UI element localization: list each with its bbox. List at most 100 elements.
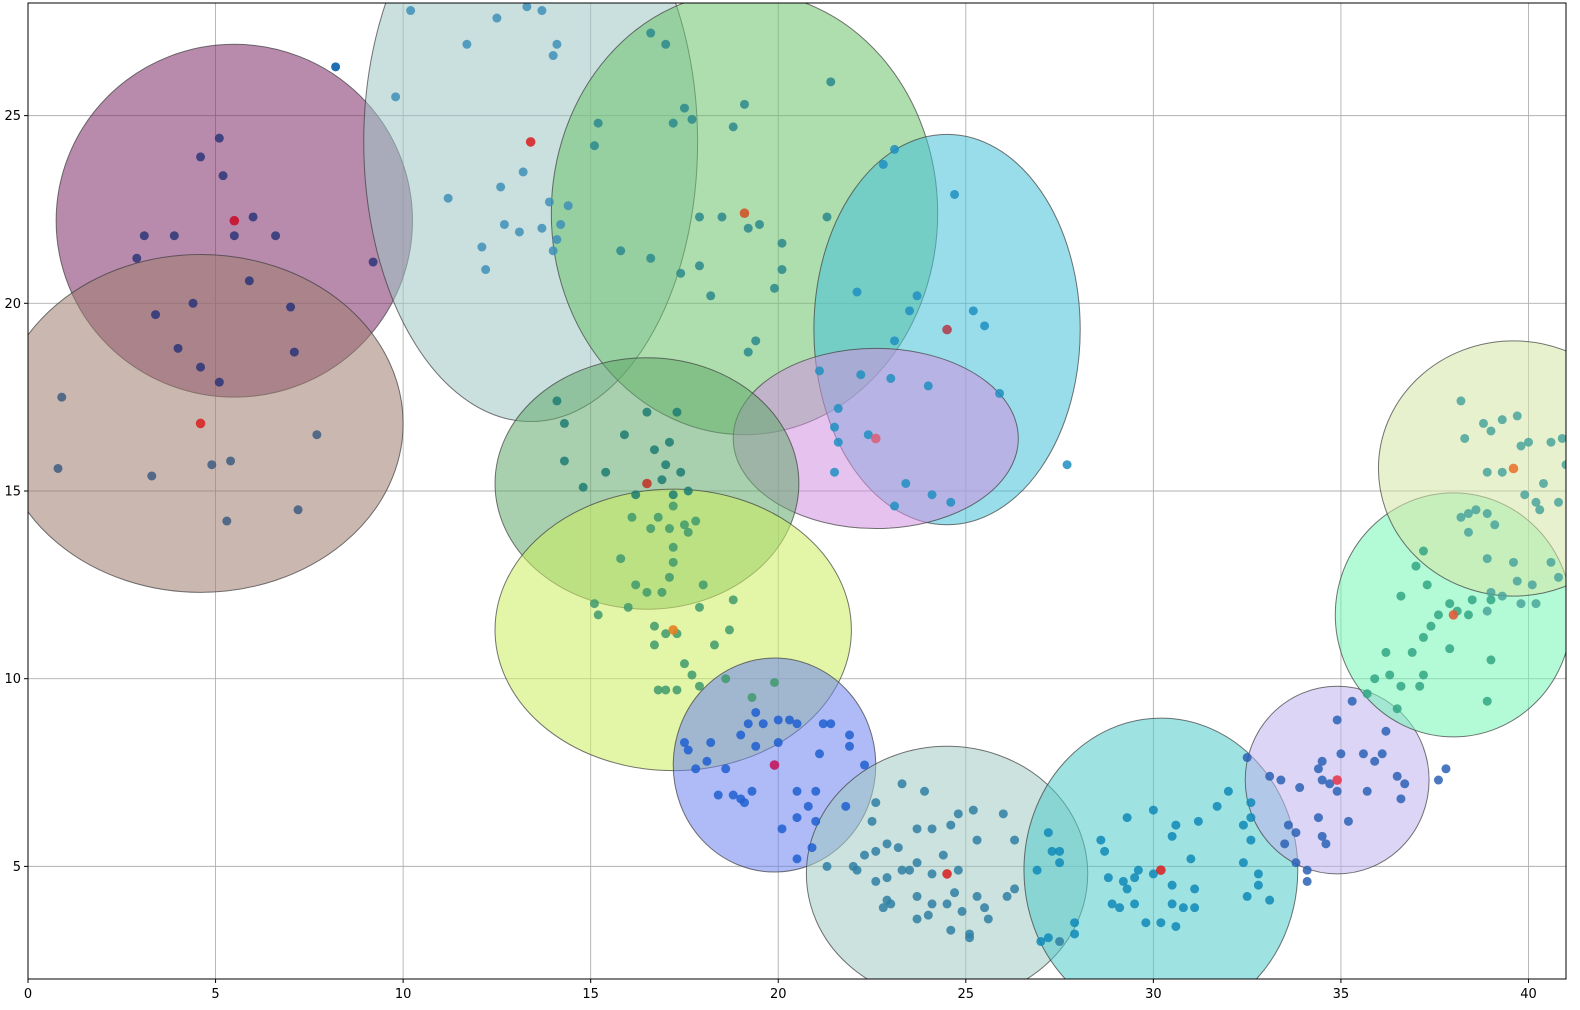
data-point bbox=[522, 3, 532, 12]
data-point bbox=[593, 610, 603, 620]
data-point bbox=[1523, 437, 1533, 447]
data-point bbox=[863, 430, 873, 440]
data-point bbox=[1392, 771, 1402, 781]
data-point bbox=[173, 343, 183, 353]
data-point bbox=[807, 843, 817, 853]
data-point bbox=[694, 261, 704, 271]
data-point bbox=[676, 268, 686, 278]
data-point bbox=[886, 373, 896, 383]
data-point bbox=[271, 231, 281, 241]
data-point bbox=[1482, 606, 1492, 616]
data-point bbox=[1486, 595, 1496, 605]
data-point bbox=[826, 719, 836, 729]
data-point bbox=[1148, 869, 1158, 879]
data-point bbox=[477, 242, 487, 252]
data-point bbox=[950, 888, 960, 898]
data-point bbox=[1223, 786, 1233, 796]
data-point bbox=[1486, 587, 1496, 597]
data-point bbox=[822, 212, 832, 222]
data-point bbox=[649, 640, 659, 650]
data-point bbox=[890, 144, 900, 154]
axis-ticks: 0 5 10 15 20 25 30 35 40 5 10 15 20 25 bbox=[4, 109, 1536, 1002]
data-point bbox=[1336, 749, 1346, 759]
data-point bbox=[646, 28, 656, 38]
y-tick-label: 10 bbox=[4, 672, 21, 687]
data-point bbox=[1396, 681, 1406, 691]
data-point bbox=[1546, 557, 1556, 567]
data-point bbox=[679, 738, 689, 748]
data-point bbox=[845, 730, 855, 740]
data-point bbox=[1190, 903, 1200, 913]
data-point bbox=[1445, 644, 1455, 654]
data-point bbox=[661, 685, 671, 695]
data-points bbox=[53, 3, 1566, 946]
data-point bbox=[1002, 891, 1012, 901]
data-point bbox=[1178, 903, 1188, 913]
data-point bbox=[1118, 876, 1128, 886]
y-tick-label: 15 bbox=[4, 485, 21, 500]
data-point bbox=[1396, 794, 1406, 804]
outlier-point bbox=[331, 62, 341, 72]
data-point bbox=[661, 460, 671, 470]
data-point bbox=[657, 475, 667, 485]
data-point bbox=[1370, 674, 1380, 684]
data-point bbox=[860, 850, 870, 860]
data-point bbox=[912, 891, 922, 901]
data-point bbox=[927, 490, 937, 500]
data-point bbox=[1246, 798, 1256, 808]
data-point bbox=[214, 133, 224, 143]
data-point bbox=[1482, 554, 1492, 564]
data-point bbox=[53, 463, 63, 473]
data-point bbox=[691, 764, 701, 774]
data-point bbox=[1246, 835, 1256, 845]
data-point bbox=[1295, 783, 1305, 793]
data-point bbox=[713, 790, 723, 800]
data-point bbox=[679, 659, 689, 669]
data-point bbox=[664, 437, 674, 447]
data-point bbox=[811, 786, 821, 796]
data-point bbox=[1317, 756, 1327, 766]
data-point bbox=[1036, 936, 1046, 946]
data-point bbox=[1557, 433, 1566, 443]
data-point bbox=[871, 846, 881, 856]
data-point bbox=[642, 587, 652, 597]
data-point bbox=[769, 677, 779, 687]
data-point bbox=[1381, 647, 1391, 657]
x-tick-label: 0 bbox=[24, 987, 32, 1002]
data-point bbox=[728, 595, 738, 605]
data-point bbox=[672, 685, 682, 695]
data-point bbox=[1332, 786, 1342, 796]
data-point bbox=[773, 738, 783, 748]
y-tick-label: 5 bbox=[13, 860, 21, 875]
y-tick-label: 25 bbox=[4, 109, 21, 124]
data-point bbox=[537, 223, 547, 233]
data-point bbox=[818, 719, 828, 729]
data-point bbox=[852, 865, 862, 875]
data-point bbox=[548, 246, 558, 256]
data-point bbox=[1047, 846, 1057, 856]
data-point bbox=[1107, 899, 1117, 909]
data-point bbox=[1032, 865, 1042, 875]
data-point bbox=[1392, 704, 1402, 714]
data-point bbox=[927, 899, 937, 909]
data-point bbox=[845, 741, 855, 751]
data-point bbox=[1486, 655, 1496, 665]
data-point bbox=[1148, 805, 1158, 815]
data-point bbox=[1486, 426, 1496, 436]
data-point bbox=[151, 310, 161, 320]
data-point bbox=[668, 501, 678, 511]
data-point bbox=[886, 899, 896, 909]
data-point bbox=[1253, 869, 1263, 879]
data-point bbox=[1433, 775, 1443, 785]
data-point bbox=[1520, 490, 1530, 500]
data-point bbox=[1482, 467, 1492, 477]
data-point bbox=[1426, 621, 1436, 631]
data-point bbox=[965, 929, 975, 939]
data-point bbox=[1512, 576, 1522, 586]
data-point bbox=[1313, 813, 1323, 823]
data-point bbox=[687, 670, 697, 680]
data-point bbox=[683, 527, 693, 537]
x-tick-label: 15 bbox=[582, 987, 599, 1002]
data-point bbox=[698, 580, 708, 590]
data-point bbox=[1246, 813, 1256, 823]
